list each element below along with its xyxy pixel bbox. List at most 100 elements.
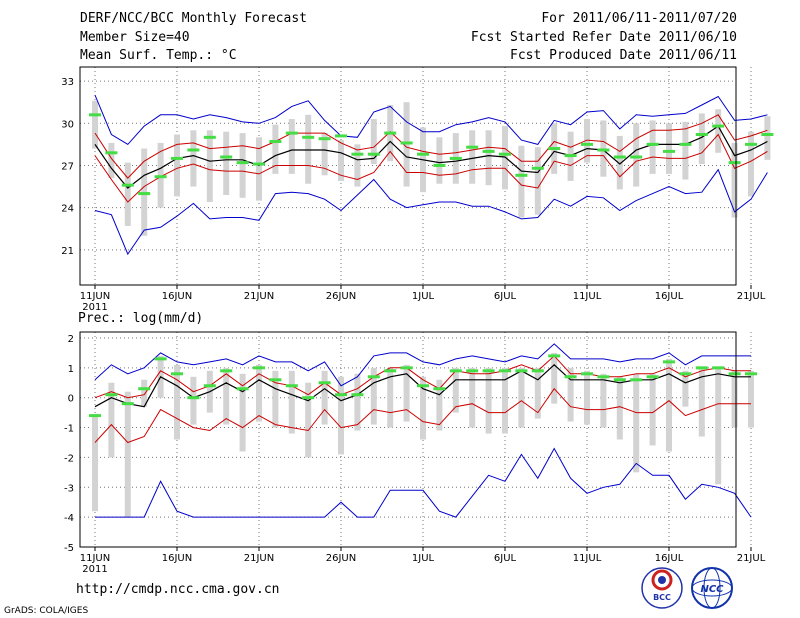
prec-obs-marker xyxy=(171,372,183,376)
prec-spread-bar xyxy=(436,379,443,431)
temp-obs-marker xyxy=(646,142,659,146)
temp-obs-marker xyxy=(253,162,265,166)
prec-upper-line xyxy=(94,355,751,399)
source-url[interactable]: http://cmdp.ncc.cma.gov.cn xyxy=(76,582,280,597)
prec-spread-bar xyxy=(649,373,656,446)
prec-spread-bar xyxy=(370,367,377,425)
prec-obs-marker xyxy=(728,372,741,376)
prec-spread-bar xyxy=(567,367,574,422)
fcst-produced-date: Fcst Produced Date 2011/06/11 xyxy=(510,48,737,63)
prec-spread-bar xyxy=(485,367,492,434)
prec-spread-bar xyxy=(288,370,295,434)
temp-obs-marker xyxy=(531,166,544,170)
temp-obs-marker xyxy=(761,133,774,137)
temp-spread-bar xyxy=(469,130,476,184)
prec-plot-frame xyxy=(79,331,737,548)
temp-spread-bar xyxy=(633,123,640,187)
temp-obs-marker xyxy=(203,135,216,139)
prec-spread-bar xyxy=(469,367,476,428)
prec-min-line xyxy=(95,447,752,518)
temp-spread-bar xyxy=(666,123,672,174)
prec-ytick-label: -1 xyxy=(64,424,74,435)
prec-obs-marker xyxy=(531,369,544,373)
temp-xtick-label: 16JUL xyxy=(655,291,684,302)
temp-obs-marker xyxy=(384,131,397,135)
prec-ytick-label: 0 xyxy=(68,394,74,405)
prec-spread-bar xyxy=(190,376,197,425)
temp-obs-marker xyxy=(449,156,462,160)
prec-xtick-label: 21JUN xyxy=(244,553,274,564)
temp-obs-marker xyxy=(564,154,577,158)
prec-spread-bar xyxy=(584,370,590,425)
prec-obs-marker xyxy=(613,378,626,382)
prec-spread-bar xyxy=(534,367,541,419)
temp-obs-marker xyxy=(630,155,643,159)
prec-spread-bar xyxy=(502,367,508,434)
prec-obs-marker xyxy=(154,357,167,361)
prec-spread-bar xyxy=(124,391,131,518)
temp-obs-marker xyxy=(581,142,593,146)
fcst-started-date: Fcst Started Refer Date 2011/06/10 xyxy=(470,30,737,45)
temp-obs-marker xyxy=(89,113,101,117)
prec-spread-bar xyxy=(223,367,230,425)
prec-spread-bar xyxy=(715,367,722,485)
prec-obs-marker xyxy=(253,366,265,370)
prec-obs-marker xyxy=(400,366,413,370)
temp-obs-marker xyxy=(433,163,446,167)
temp-spread-bar xyxy=(731,142,738,218)
prec-obs-marker xyxy=(121,402,134,406)
temp-upper-line xyxy=(94,114,768,179)
temp-spread-bar xyxy=(715,109,722,153)
prec-spread-bar xyxy=(452,367,459,413)
temp-obs-marker xyxy=(121,183,134,187)
temp-spread-bar xyxy=(92,100,98,149)
prec-obs-marker xyxy=(236,387,249,391)
temp-obs-marker xyxy=(187,148,200,152)
prec-xtick-label: 21JUL xyxy=(737,553,766,564)
prec-spread-bar xyxy=(698,367,705,437)
prec-spread-bar xyxy=(682,370,689,407)
prec-spread-bar xyxy=(239,373,246,452)
temp-obs-marker xyxy=(302,135,315,139)
temp-spread-bar xyxy=(370,119,377,165)
prec-obs-marker xyxy=(581,372,593,376)
prec-obs-marker xyxy=(203,384,216,388)
temp-plot-frame xyxy=(79,66,737,286)
prec-obs-marker xyxy=(269,378,282,382)
temp-ytick-label: 21 xyxy=(61,246,74,257)
prec-obs-marker xyxy=(646,375,659,379)
temp-spread-bar xyxy=(272,124,279,174)
prec-xtick-label: 11JUN xyxy=(80,553,110,564)
prec-spread-bar xyxy=(338,376,344,455)
temp-obs-marker xyxy=(105,151,118,155)
temp-spread-bar xyxy=(682,121,689,180)
temp-spread-bar xyxy=(764,116,771,160)
prec-spread-bar xyxy=(108,382,115,458)
temp-spread-bar xyxy=(354,144,361,187)
temp-spread-bar xyxy=(584,119,590,163)
temp-spread-bar xyxy=(616,135,623,190)
prec-ytick-label: 2 xyxy=(68,334,74,345)
prec-obs-marker xyxy=(138,387,151,391)
temp-obs-marker xyxy=(171,156,183,160)
forecast-period: For 2011/06/11-2011/07/20 xyxy=(541,11,737,26)
temp-obs-marker xyxy=(351,152,364,156)
prec-spread-bar xyxy=(518,367,525,428)
temp-obs-marker xyxy=(417,152,429,156)
temp-obs-marker xyxy=(695,133,708,137)
temp-xtick-label: 26JUN xyxy=(326,291,356,302)
temp-obs-marker xyxy=(367,152,380,156)
temp-obs-marker xyxy=(548,147,561,151)
temp-obs-marker xyxy=(712,124,725,128)
prec-ytick-label: -5 xyxy=(64,543,74,554)
prec-obs-marker xyxy=(597,375,610,379)
prec-spread-bar xyxy=(321,370,328,425)
temp-xtick-label: 1JUL xyxy=(412,291,435,302)
temp-spread-bar xyxy=(256,137,262,201)
temp-spread-bar xyxy=(748,131,754,197)
variable-label: Mean Surf. Temp.: °C xyxy=(80,48,237,63)
temp-spread-bar xyxy=(288,119,295,174)
prec-obs-marker xyxy=(89,414,101,418)
temp-xtick-label: 21JUN xyxy=(244,291,274,302)
